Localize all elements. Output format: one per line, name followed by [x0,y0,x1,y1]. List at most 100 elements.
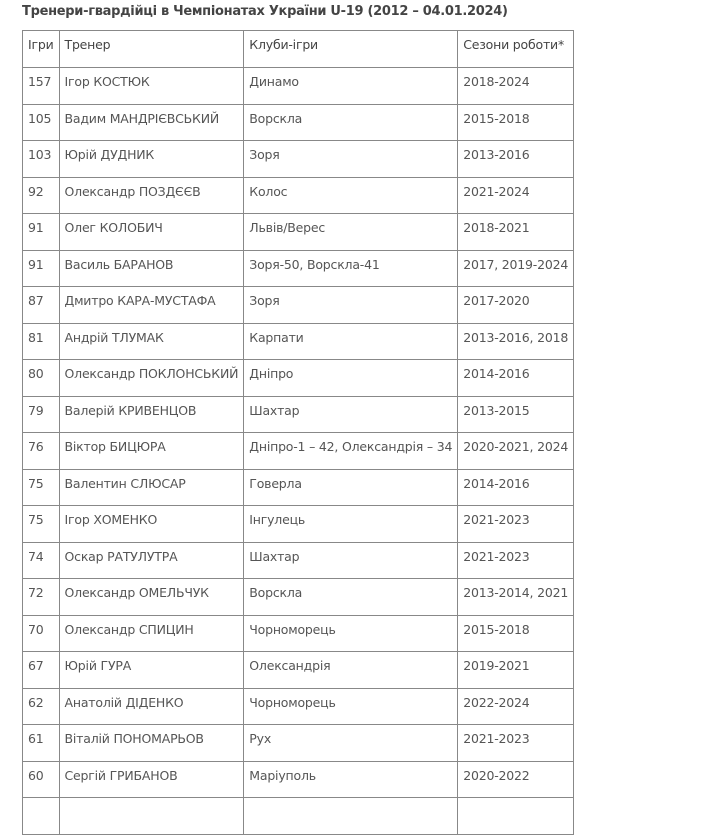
column-header-seasons: Сезони роботи* [457,30,575,68]
coach-cell: Валентин СЛЮСАР [58,468,245,506]
coach-cell: Олександр ПОКЛОНСЬКИЙ [58,359,245,397]
table-row: 61 Віталій ПОНОМАРЬОВ Рух 2021-2023 [22,724,575,762]
coach-cell: Юрій ДУДНИК [58,140,245,178]
clubs-cell: Зоря-50, Ворскла-41 [243,249,459,287]
table-row: 70 Олександр СПИЦИН Чорноморець 2015-2018 [22,614,575,652]
games-cell: 81 [22,322,60,360]
games-cell: 79 [22,395,60,433]
table-title: Тренери-гвардійці в Чемпіонатах України … [22,4,508,19]
clubs-cell: Львів/Верес [243,213,459,251]
table-row: 67 Юрій ГУРА Олександрія 2019-2021 [22,651,575,689]
clubs-cell: Шахтар [243,395,459,433]
games-cell: 67 [22,651,60,689]
table-row: 62 Анатолій ДІДЕНКО Чорноморець 2022-2024 [22,687,575,725]
coach-cell: Віктор БИЦЮРА [58,432,245,470]
seasons-cell: 2018-2024 [457,67,575,105]
clubs-cell: Інгулець [243,505,459,543]
games-cell: 75 [22,468,60,506]
clubs-cell: Маріуполь [243,760,459,798]
coach-cell: Валерій КРИВЕНЦОВ [58,395,245,433]
table-row: 74 Оскар РАТУЛУТРА Шахтар 2021-2023 [22,541,575,579]
clubs-cell: Дніпро-1 – 42, Олександрія – 34 [243,432,459,470]
table-row: 91 Олег КОЛОБИЧ Львів/Верес 2018-2021 [22,213,575,251]
games-cell: 105 [22,103,60,141]
clubs-cell: Шахтар [243,541,459,579]
column-header-clubs: Клуби-ігри [243,30,459,68]
coach-cell: Анатолій ДІДЕНКО [58,687,245,725]
clubs-cell: Ворскла [243,578,459,616]
games-cell: 72 [22,578,60,616]
seasons-cell: 2021-2023 [457,724,575,762]
table-row: 105 Вадим МАНДРІЄВСЬКИЙ Ворскла 2015-2018 [22,103,575,141]
seasons-cell: 2013-2016, 2018 [457,322,575,360]
clubs-cell: Дніпро [243,359,459,397]
games-cell: 74 [22,541,60,579]
coach-cell: Оскар РАТУЛУТРА [58,541,245,579]
clubs-cell: Динамо [243,67,459,105]
coach-cell: Юрій ГУРА [58,651,245,689]
coach-cell: Ігор КОСТЮК [58,67,245,105]
column-header-games: Ігри [22,30,60,68]
seasons-cell: 2021-2024 [457,176,575,214]
games-cell: 75 [22,505,60,543]
seasons-cell: 2020-2022 [457,760,575,798]
coach-cell: Андрій ТЛУМАК [58,322,245,360]
games-cell: 61 [22,724,60,762]
table-row: 87 Дмитро КАРА-МУСТАФА Зоря 2017-2020 [22,286,575,324]
seasons-cell: 2021-2023 [457,505,575,543]
coach-cell: Віталій ПОНОМАРЬОВ [58,724,245,762]
clubs-cell: Говерла [243,468,459,506]
seasons-cell: 2013-2014, 2021 [457,578,575,616]
coach-cell: Сергій ГРИБАНОВ [58,760,245,798]
seasons-cell: 2021-2023 [457,541,575,579]
games-cell: 70 [22,614,60,652]
seasons-cell: 2014-2016 [457,468,575,506]
seasons-cell: 2015-2018 [457,103,575,141]
clubs-cell: Ворскла [243,103,459,141]
table-row: 81 Андрій ТЛУМАК Карпати 2013-2016, 2018 [22,322,575,360]
coach-cell: Дмитро КАРА-МУСТАФА [58,286,245,324]
table-row: 60 Сергій ГРИБАНОВ Маріуполь 2020-2022 [22,760,575,798]
coach-cell: Олександр ОМЕЛЬЧУК [58,578,245,616]
games-cell: 91 [22,213,60,251]
table-row: 92 Олександр ПОЗДЄЄВ Колос 2021-2024 [22,176,575,214]
seasons-cell: 2017, 2019-2024 [457,249,575,287]
table-row: 76 Віктор БИЦЮРА Дніпро-1 – 42, Олександрі… [22,432,575,470]
clubs-cell: Рух [243,724,459,762]
table-row: 103 Юрій ДУДНИК Зоря 2013-2016 [22,140,575,178]
seasons-cell: 2020-2021, 2024 [457,432,575,470]
coach-cell: Василь БАРАНОВ [58,249,245,287]
games-cell: 87 [22,286,60,324]
games-cell: 80 [22,359,60,397]
coach-cell: Олександр СПИЦИН [58,614,245,652]
games-cell: 76 [22,432,60,470]
seasons-cell: 2013-2016 [457,140,575,178]
table-row: 80 Олександр ПОКЛОНСЬКИЙ Дніпро 2014-2016 [22,359,575,397]
clubs-cell: Колос [243,176,459,214]
seasons-cell: 2018-2021 [457,213,575,251]
clubs-cell: Карпати [243,322,459,360]
games-cell: 62 [22,687,60,725]
clubs-cell: Зоря [243,286,459,324]
seasons-cell: 2015-2018 [457,614,575,652]
coach-cell: Ігор ХОМЕНКО [58,505,245,543]
games-cell: 91 [22,249,60,287]
seasons-cell: 2017-2020 [457,286,575,324]
table-row: 157 Ігор КОСТЮК Динамо 2018-2024 [22,67,575,105]
seasons-cell: 2013-2015 [457,395,575,433]
clubs-cell: Чорноморець [243,614,459,652]
table-row: 75 Ігор ХОМЕНКО Інгулець 2021-2023 [22,505,575,543]
coaches-table: Ігри Тренер Клуби-ігри Сезони роботи* 15… [22,30,575,835]
games-cell: 92 [22,176,60,214]
table-row: 91 Василь БАРАНОВ Зоря-50, Ворскла-41 2017,… [22,249,575,287]
games-cell: 103 [22,140,60,178]
table-row: 72 Олександр ОМЕЛЬЧУК Ворскла 2013-2014, 20… [22,578,575,616]
table-row: 75 Валентин СЛЮСАР Говерла 2014-2016 [22,468,575,506]
seasons-cell: 2022-2024 [457,687,575,725]
clubs-cell: Олександрія [243,651,459,689]
coach-cell: Вадим МАНДРІЄВСЬКИЙ [58,103,245,141]
column-header-coach: Тренер [58,30,245,68]
table-row: 79 Валерій КРИВЕНЦОВ Шахтар 2013-2015 [22,395,575,433]
coach-cell: Олег КОЛОБИЧ [58,213,245,251]
table-header-row: Ігри Тренер Клуби-ігри Сезони роботи* [22,30,575,68]
